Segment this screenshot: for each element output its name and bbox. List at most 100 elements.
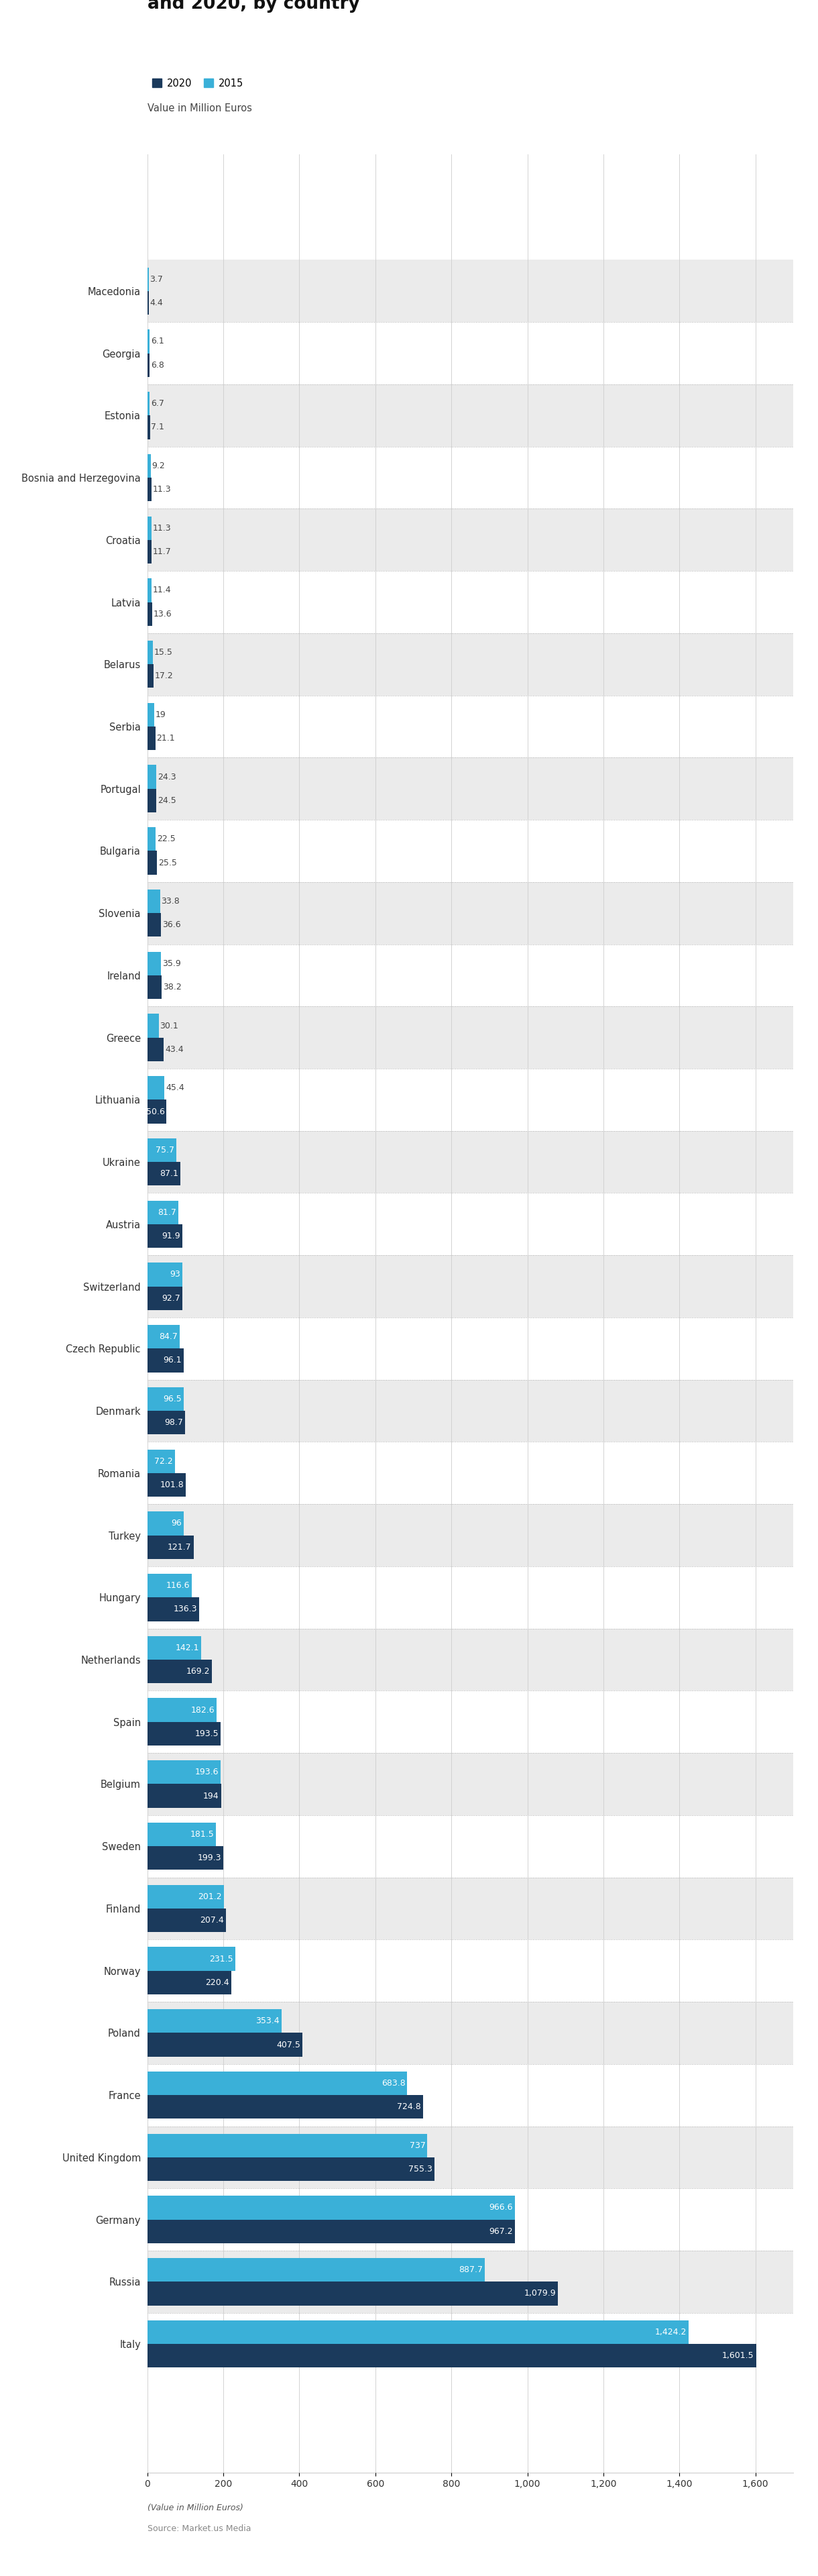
Bar xyxy=(147,1721,221,1747)
Text: 231.5: 231.5 xyxy=(209,1955,233,1963)
Bar xyxy=(147,2032,302,2056)
Bar xyxy=(147,912,161,938)
Bar xyxy=(147,976,162,999)
Bar xyxy=(147,1324,179,1350)
Text: 11.3: 11.3 xyxy=(153,523,171,533)
Bar xyxy=(147,1131,793,1193)
Text: (Value in Million Euros): (Value in Million Euros) xyxy=(147,2504,243,2512)
Text: 13.6: 13.6 xyxy=(154,611,172,618)
Text: 24.3: 24.3 xyxy=(158,773,176,781)
Text: 11.4: 11.4 xyxy=(153,585,171,595)
Bar xyxy=(147,2002,793,2063)
Text: 24.5: 24.5 xyxy=(158,796,177,804)
Bar xyxy=(147,665,154,688)
Bar xyxy=(147,2133,427,2156)
Bar xyxy=(147,1659,212,1682)
Text: 96.5: 96.5 xyxy=(164,1394,182,1404)
Text: 17.2: 17.2 xyxy=(155,672,173,680)
Bar xyxy=(147,1350,184,1373)
Bar xyxy=(147,1785,221,1808)
Bar xyxy=(147,1386,184,1412)
Bar xyxy=(147,2094,423,2117)
Bar xyxy=(147,634,793,696)
Bar xyxy=(147,1512,184,1535)
Bar xyxy=(147,541,151,564)
Bar xyxy=(147,291,149,314)
Bar xyxy=(147,757,793,819)
Text: 38.2: 38.2 xyxy=(163,984,182,992)
Text: 33.8: 33.8 xyxy=(161,896,180,907)
Text: 724.8: 724.8 xyxy=(397,2102,420,2112)
Bar xyxy=(147,827,155,850)
Bar xyxy=(147,1015,159,1038)
Text: 966.6: 966.6 xyxy=(489,2202,513,2213)
Text: 75.7: 75.7 xyxy=(155,1146,174,1154)
Bar xyxy=(147,477,151,502)
Bar xyxy=(147,1847,223,1870)
Text: 1,424.2: 1,424.2 xyxy=(655,2329,687,2336)
Text: 193.6: 193.6 xyxy=(196,1767,219,1777)
Bar xyxy=(147,415,150,438)
Bar xyxy=(147,1504,793,1566)
Bar xyxy=(147,1909,226,1932)
Bar xyxy=(147,2344,756,2367)
Text: 201.2: 201.2 xyxy=(198,1893,222,1901)
Text: 36.6: 36.6 xyxy=(162,920,181,930)
Bar xyxy=(147,1597,199,1620)
Bar xyxy=(147,1224,182,1247)
Text: 87.1: 87.1 xyxy=(160,1170,178,1177)
Text: 91.9: 91.9 xyxy=(162,1231,180,1242)
Bar xyxy=(147,1824,216,1847)
Text: 93: 93 xyxy=(170,1270,181,1278)
Bar xyxy=(147,1752,793,1816)
Bar xyxy=(147,881,793,945)
Bar xyxy=(147,1255,793,1316)
Text: 101.8: 101.8 xyxy=(160,1481,184,1489)
Bar xyxy=(147,726,155,750)
Bar xyxy=(147,1886,223,1909)
Bar xyxy=(147,765,156,788)
Text: 84.7: 84.7 xyxy=(159,1332,178,1342)
Text: 136.3: 136.3 xyxy=(173,1605,197,1613)
Text: Source: Market.us Media: Source: Market.us Media xyxy=(147,2524,251,2532)
Text: 967.2: 967.2 xyxy=(489,2228,513,2236)
Text: 11.7: 11.7 xyxy=(153,546,172,556)
Bar xyxy=(147,384,793,446)
Bar xyxy=(147,1412,185,1435)
Bar xyxy=(147,2125,793,2190)
Text: Value in Million Euros: Value in Million Euros xyxy=(147,103,252,113)
Text: 194: 194 xyxy=(203,1790,219,1801)
Bar xyxy=(147,1285,182,1311)
Text: 181.5: 181.5 xyxy=(191,1829,214,1839)
Bar xyxy=(147,1038,164,1061)
Bar xyxy=(147,603,152,626)
Text: 7.1: 7.1 xyxy=(151,422,164,433)
Text: 92.7: 92.7 xyxy=(162,1293,181,1303)
Bar xyxy=(147,1200,178,1224)
Bar xyxy=(147,641,153,665)
Text: 193.5: 193.5 xyxy=(195,1728,219,1739)
Bar xyxy=(147,2259,485,2282)
Text: 25.5: 25.5 xyxy=(158,858,177,868)
Text: 21.1: 21.1 xyxy=(156,734,175,742)
Bar xyxy=(147,2195,515,2221)
Bar xyxy=(147,392,150,415)
Bar xyxy=(147,1473,186,1497)
Bar xyxy=(147,260,793,322)
Text: 1,079.9: 1,079.9 xyxy=(524,2290,556,2298)
Text: 353.4: 353.4 xyxy=(256,2017,280,2025)
Text: 30.1: 30.1 xyxy=(160,1020,178,1030)
Text: 737: 737 xyxy=(410,2141,425,2151)
Bar xyxy=(147,1139,176,1162)
Bar xyxy=(147,515,151,541)
Text: 15.5: 15.5 xyxy=(155,649,173,657)
Text: 50.6: 50.6 xyxy=(146,1108,164,1115)
Bar xyxy=(147,2221,515,2244)
Text: 19: 19 xyxy=(155,711,166,719)
Bar xyxy=(147,453,151,477)
Bar xyxy=(147,1535,194,1558)
Text: 98.7: 98.7 xyxy=(164,1419,183,1427)
Text: Value of the dietary supplements market in Europe in 2015
and 2020, by country: Value of the dietary supplements market … xyxy=(147,0,739,13)
Bar xyxy=(147,2009,281,2032)
Text: 72.2: 72.2 xyxy=(154,1458,173,1466)
